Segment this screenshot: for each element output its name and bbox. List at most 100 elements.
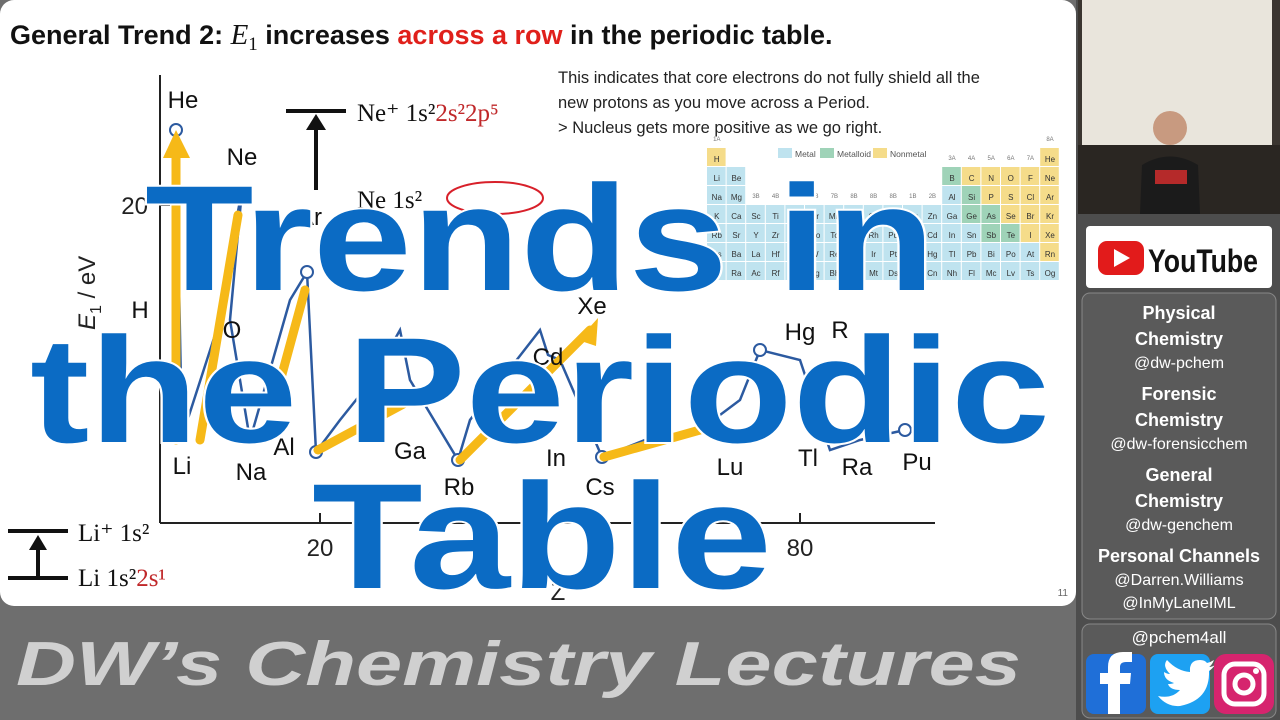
element-cell [961,186,981,204]
element-symbol: C [969,174,975,183]
group-label: 3B [752,194,759,200]
group-label: 5A [988,156,995,162]
element-label: In [546,445,566,472]
element-symbol: K [714,212,720,221]
element-cell [922,243,942,261]
element-cell [765,243,785,261]
legend-label: Nonmetal [890,149,926,159]
element-cell [805,205,824,223]
element-symbol: Ti [772,212,779,221]
note-line: > Nucleus gets more positive as we go ri… [558,119,882,137]
element-cell [1040,243,1059,261]
table-legend: Metal Metalloid Nonmetal [778,148,926,159]
group-label: 7A [1027,156,1034,162]
element-symbol: As [987,212,996,221]
level-label: Li 1s²2s¹ [78,565,166,592]
element-cell [942,167,961,185]
arrow-head [306,114,326,130]
element-label: Xe [577,293,606,320]
overlay-title: Trends in the Periodic Table [28,152,1052,622]
element-cell [863,243,883,261]
level-text: Ne⁺ 1s² [357,100,435,127]
element-symbol: Zr [772,231,780,240]
level-text: Li 1s² [78,565,136,592]
element-symbol: Mn [829,212,840,221]
element-symbol: Nb [790,231,801,240]
element-cell [707,243,726,261]
element-cell [805,224,824,242]
element-symbol: Ru [849,231,859,240]
channel-handle: @dw-forensicchem [1110,436,1247,453]
element-symbol: Mt [869,269,879,278]
element-label: Li [173,453,192,480]
x-axis-label: Z [551,579,566,606]
element-cell [1020,243,1040,261]
element-cell [707,167,726,185]
element-cell [844,243,863,261]
element-symbol: Te [1007,231,1016,240]
element-label: Lu [717,454,744,481]
arrow-head [163,130,190,158]
instagram-dot [1253,668,1259,674]
element-symbol: Re [829,250,840,259]
y-sub: 1 [88,305,105,314]
element-symbol: He [1045,155,1056,164]
element-label: Rb [444,474,475,501]
element-cell [903,224,922,242]
element-label: Al [273,434,294,461]
element-cell [883,224,902,242]
title-subscript: 1 [248,34,258,55]
element-symbol: Og [1045,269,1056,278]
trend-arrow [599,425,705,462]
element-symbol: Hg [927,250,937,259]
title-middle: increases [258,20,398,50]
element-cell [1001,243,1020,261]
element-cell [961,167,981,185]
element-cell [961,205,981,223]
x-tick-label: 80 [787,535,814,562]
element-cell [707,148,726,166]
element-cell [765,205,785,223]
element-cell [785,262,804,280]
element-cell [765,262,785,280]
instagram-icon[interactable] [1214,654,1274,714]
element-cell [746,243,765,261]
channel-name: Chemistry [1135,410,1223,430]
channel-handle: @Darren.Williams [1114,572,1243,589]
element-symbol: Ni [889,212,897,221]
element-symbol: V [793,212,799,221]
channel-name: Physical [1142,303,1215,323]
element-cell [824,243,844,261]
element-symbol: Rg [908,269,918,278]
legend-label: Metal [795,149,816,159]
element-label: Cd [533,344,564,371]
element-cell [1020,186,1040,204]
element-cell [1020,205,1040,223]
channel-name: Personal Channels [1098,546,1260,566]
element-symbol: Ta [791,250,800,259]
element-symbol: Fr [713,269,721,278]
facebook-glyph [1100,652,1132,714]
element-symbol: B [949,174,954,183]
element-symbol: Br [1026,212,1034,221]
title-symbol: E [230,19,249,51]
element-symbol: Si [968,193,975,202]
element-cell [726,262,746,280]
twitter-glyph [1158,660,1215,707]
element-cell [981,205,1000,223]
element-symbol: Rb [712,231,723,240]
y-symbol: E [74,313,101,330]
element-symbol: Tl [949,250,956,259]
element-symbol: Ca [731,212,742,221]
instagram-glyph [1221,661,1267,707]
element-cell [981,262,1000,280]
element-cell [863,224,883,242]
element-cell [805,243,824,261]
element-symbol: W [811,250,819,259]
element-symbol: Pd [888,231,898,240]
group-label: 8A [1046,137,1053,143]
element-symbol: Lv [1007,269,1015,278]
element-cell [863,205,883,223]
group-label: 4A [968,156,975,162]
